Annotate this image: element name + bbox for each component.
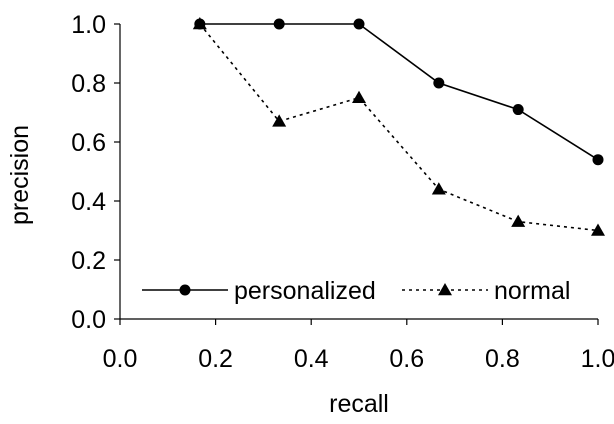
y-tick-label: 0.2 — [71, 247, 106, 275]
data-point-personalized — [592, 154, 604, 166]
legend: personalized normal — [142, 277, 570, 305]
data-point-normal — [272, 114, 287, 127]
data-point-normal — [352, 90, 366, 103]
x-tick-label: 0.6 — [389, 345, 424, 373]
y-tick-label: 1.0 — [71, 11, 106, 39]
series-line-personalized — [199, 23, 599, 161]
data-point-normal — [511, 214, 526, 227]
data-point-normal — [431, 182, 446, 195]
y-tick-label: 0.0 — [71, 306, 106, 334]
data-point-personalized — [273, 18, 285, 30]
x-tick-label: 0.2 — [198, 345, 233, 373]
x-axis-label: recall — [329, 390, 389, 418]
series-line-normal — [199, 23, 599, 232]
legend-item-normal: normal — [402, 277, 570, 305]
y-tick-label: 0.4 — [71, 188, 106, 216]
legend-marker-normal — [438, 283, 452, 296]
x-tick-label: 0.0 — [103, 345, 138, 373]
legend-marker-personalized — [179, 284, 191, 296]
data-point-normal — [591, 223, 605, 236]
x-tick-label: 0.8 — [485, 345, 520, 373]
series-layer — [192, 17, 605, 236]
data-point-personalized — [353, 18, 365, 30]
legend-item-personalized: personalized — [142, 277, 376, 305]
data-point-normal — [192, 17, 207, 30]
y-tick-label: 0.6 — [71, 129, 106, 157]
legend-label-personalized: personalized — [234, 277, 376, 305]
data-point-personalized — [433, 77, 445, 89]
y-axis-label: precision — [6, 125, 34, 225]
series-personalized — [194, 18, 604, 166]
axes: 0.0 0.2 0.4 0.6 0.8 1.0 0.0 0.2 0.4 0.6 0.8 1.0 — [71, 11, 614, 373]
series-normal — [192, 17, 605, 236]
x-tick-label: 1.0 — [581, 345, 614, 373]
x-tick-label: 0.4 — [294, 345, 329, 373]
y-tick-label: 0.8 — [71, 70, 106, 98]
data-point-personalized — [512, 104, 524, 116]
legend-label-normal: normal — [494, 277, 570, 305]
